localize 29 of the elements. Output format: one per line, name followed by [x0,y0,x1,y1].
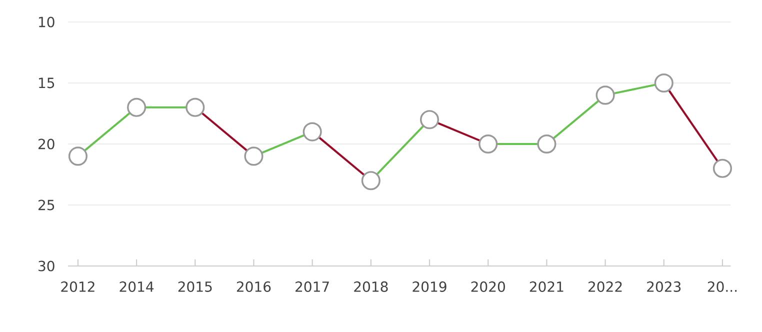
point [654,73,674,93]
point [68,146,88,166]
point [186,98,205,117]
x-tick-label: 2015 [178,281,212,292]
point [127,98,146,117]
x-tick-label: 20... [708,281,737,292]
y-tick-label: 15 [39,78,54,88]
x-tick-label: 2014 [120,281,154,292]
x-tick-label: 2020 [471,281,505,292]
x-tick-label: 2018 [354,281,388,292]
point [420,110,440,130]
x-tick-label: 2017 [296,281,329,292]
x-tick-label: 2022 [588,281,622,292]
y-tick-label: 10 [39,16,54,28]
point [244,146,264,166]
y-tick-label: 25 [38,200,54,210]
point [361,171,380,190]
point [302,122,322,142]
y-tick-label: 20 [38,138,54,150]
x-tick-label: 2012 [61,281,94,292]
point [478,134,498,154]
x-tick-label: 2016 [236,281,271,292]
y-tick-label: 30 [38,260,54,272]
x-tick-label: 2019 [412,281,446,292]
point [537,134,556,154]
point [596,86,615,105]
x-tick-label: 2021 [530,281,564,292]
x-tick-label: 2023 [647,281,681,292]
point [712,158,732,178]
